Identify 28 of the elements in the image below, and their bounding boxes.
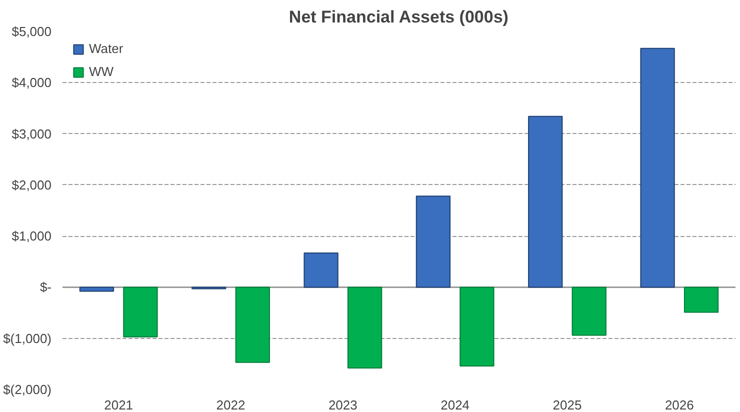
bar bbox=[235, 286, 270, 363]
y-tick-label: $4,000 bbox=[12, 75, 52, 90]
chart-title: Net Financial Assets (000s) bbox=[288, 8, 508, 26]
bar bbox=[460, 286, 494, 366]
legend-label: Water bbox=[89, 41, 124, 56]
bar bbox=[416, 196, 451, 288]
y-tick-label: $2,000 bbox=[12, 177, 52, 192]
x-tick-label: 2021 bbox=[104, 398, 134, 412]
bar bbox=[640, 48, 675, 288]
x-tick-label: 2026 bbox=[664, 398, 694, 412]
bar bbox=[347, 286, 382, 369]
y-tick-label: $- bbox=[40, 280, 52, 295]
x-tick-label: 2025 bbox=[552, 398, 582, 412]
bar bbox=[304, 252, 338, 288]
x-tick-label: 2023 bbox=[328, 398, 358, 412]
y-tick-label: $(2,000) bbox=[3, 382, 52, 397]
legend-label: WW bbox=[89, 64, 114, 79]
bar bbox=[572, 286, 606, 336]
bar bbox=[528, 116, 563, 288]
bar bbox=[123, 286, 158, 338]
x-tick-label: 2024 bbox=[440, 398, 470, 412]
y-tick-label: $1,000 bbox=[12, 228, 52, 244]
bar bbox=[684, 286, 719, 313]
bar bbox=[79, 286, 114, 292]
x-tick-label: 2022 bbox=[216, 398, 246, 412]
y-tick-label: $5,000 bbox=[12, 24, 52, 39]
y-tick-label: $3,000 bbox=[12, 126, 52, 142]
y-tick-label: $(1,000) bbox=[3, 330, 52, 346]
